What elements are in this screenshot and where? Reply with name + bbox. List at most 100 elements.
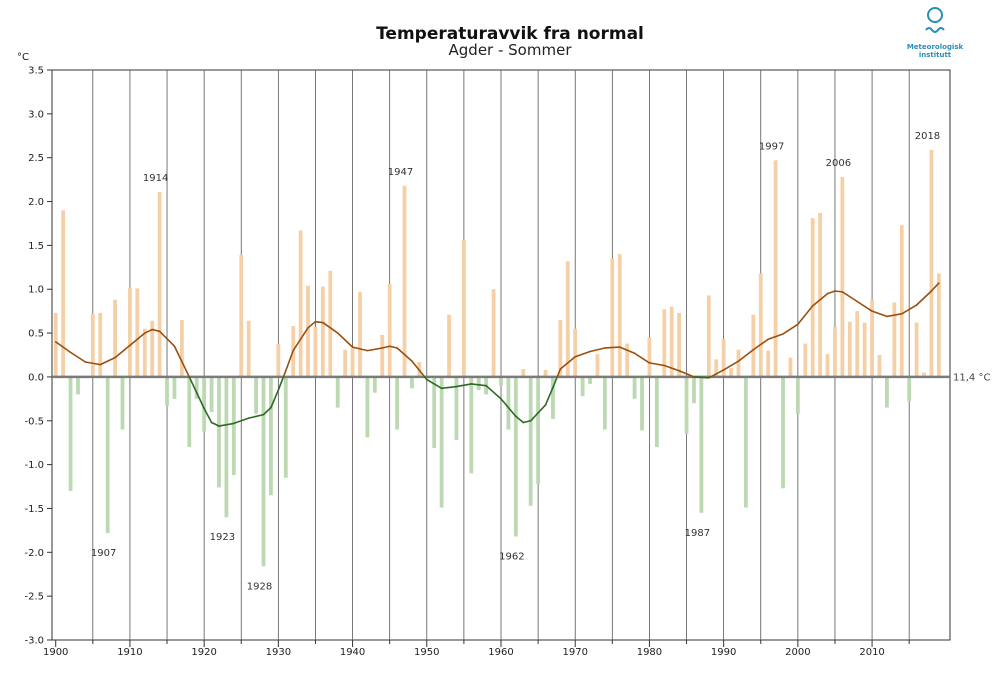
trend-segment xyxy=(210,421,220,427)
bar-1957 xyxy=(476,376,481,391)
trend-segment xyxy=(151,328,161,333)
trend-segment xyxy=(307,320,317,329)
y-tick-label: -1.5 xyxy=(24,504,44,515)
bar-1980 xyxy=(647,337,652,377)
y-tick-label: -0.5 xyxy=(24,416,44,427)
bar-1975 xyxy=(610,258,615,377)
bar-2014 xyxy=(899,225,904,377)
trend-segment xyxy=(366,347,384,352)
x-tick-label: 1920 xyxy=(191,647,216,658)
trend-segment xyxy=(99,356,116,366)
trend-segment xyxy=(797,305,814,326)
bar-1961 xyxy=(506,376,511,430)
bar-1925 xyxy=(239,255,244,377)
trend-segment xyxy=(915,290,933,306)
bar-2017 xyxy=(922,372,926,377)
bar-1931 xyxy=(283,376,288,478)
bar-2015 xyxy=(907,376,912,402)
y-axis-unit-label: °C xyxy=(17,52,29,63)
bar-2002 xyxy=(810,218,815,377)
bar-1970 xyxy=(573,328,578,377)
bar-1917 xyxy=(179,319,184,377)
bar-1911 xyxy=(135,288,140,377)
trend-segment xyxy=(522,419,532,424)
y-tick-label: 2.0 xyxy=(28,197,44,208)
bar-1963 xyxy=(521,369,526,377)
trend-segment xyxy=(782,323,799,335)
bar-1969 xyxy=(565,261,570,377)
y-tick-label: 2.5 xyxy=(28,153,44,164)
bar-1937 xyxy=(328,270,333,377)
bar-1999 xyxy=(788,357,793,377)
bar-1910 xyxy=(128,287,132,377)
bar-1944 xyxy=(380,334,385,377)
trend-segment xyxy=(188,376,205,410)
trend-segment xyxy=(930,282,940,292)
bar-1981 xyxy=(654,376,659,448)
trend-segment xyxy=(552,376,558,389)
trend-segment xyxy=(314,320,324,324)
bar-1938 xyxy=(335,376,340,408)
bar-2005 xyxy=(833,326,837,377)
x-tick-label: 2010 xyxy=(859,647,884,658)
annotation-1987: 1987 xyxy=(685,528,710,539)
bar-1951 xyxy=(432,376,437,448)
bar-1939 xyxy=(343,349,348,377)
bar-1927 xyxy=(254,376,258,414)
bar-1953 xyxy=(447,314,451,377)
bar-2009 xyxy=(862,322,867,377)
annotation-2018: 2018 xyxy=(915,131,940,142)
bar-1982 xyxy=(662,309,667,377)
bar-1955 xyxy=(461,240,466,377)
bar-1920 xyxy=(202,376,207,432)
trend-segment xyxy=(411,360,426,378)
bar-1967 xyxy=(551,376,555,420)
trend-segment xyxy=(663,364,680,372)
bar-1985 xyxy=(684,376,689,434)
x-tick-label: 1900 xyxy=(43,647,68,658)
trend-segment xyxy=(129,332,146,347)
annotation-1947: 1947 xyxy=(388,167,413,178)
bar-2010 xyxy=(870,299,874,377)
trend-segment xyxy=(485,384,502,400)
bar-1928 xyxy=(261,376,266,567)
bar-1935 xyxy=(313,326,318,377)
trend-segment xyxy=(871,310,888,318)
bar-1901 xyxy=(61,210,66,377)
bar-1912 xyxy=(142,328,147,377)
trend-segment xyxy=(589,347,606,353)
bar-1990 xyxy=(721,339,726,377)
bar-1906 xyxy=(98,312,103,377)
y-tick-label: 0.5 xyxy=(28,329,44,340)
bar-1977 xyxy=(625,343,630,377)
bar-2004 xyxy=(825,354,830,377)
logo-line-1: Meteorologisk xyxy=(906,43,964,51)
bar-1987 xyxy=(699,376,704,513)
bar-1915 xyxy=(165,376,169,406)
trend-segment xyxy=(270,389,280,409)
trend-segment xyxy=(114,344,131,359)
bar-1945 xyxy=(387,283,392,377)
trend-segment xyxy=(737,348,755,362)
y-tick-label: 1.5 xyxy=(28,241,44,252)
annotation-1997: 1997 xyxy=(759,141,784,152)
trend-segment xyxy=(767,333,784,341)
trend-segment xyxy=(351,346,369,352)
bar-1948 xyxy=(410,376,414,389)
bar-1964 xyxy=(528,376,533,506)
trend-segment xyxy=(388,345,398,349)
bar-1916 xyxy=(172,376,177,399)
bar-1962 xyxy=(513,376,518,537)
trend-segment xyxy=(173,345,191,378)
trend-segment xyxy=(54,341,72,354)
trend-segment xyxy=(425,378,443,390)
x-tick-label: 1930 xyxy=(266,647,291,658)
bar-2019 xyxy=(936,273,941,377)
y-tick-label: 3.0 xyxy=(28,109,44,120)
bar-1966 xyxy=(543,369,548,377)
trend-segment xyxy=(158,330,176,348)
bar-1914 xyxy=(157,191,162,377)
y-tick-label: -1.0 xyxy=(24,460,44,471)
bar-1933 xyxy=(298,230,303,377)
chart-subtitle: Agder - Sommer xyxy=(448,41,572,59)
